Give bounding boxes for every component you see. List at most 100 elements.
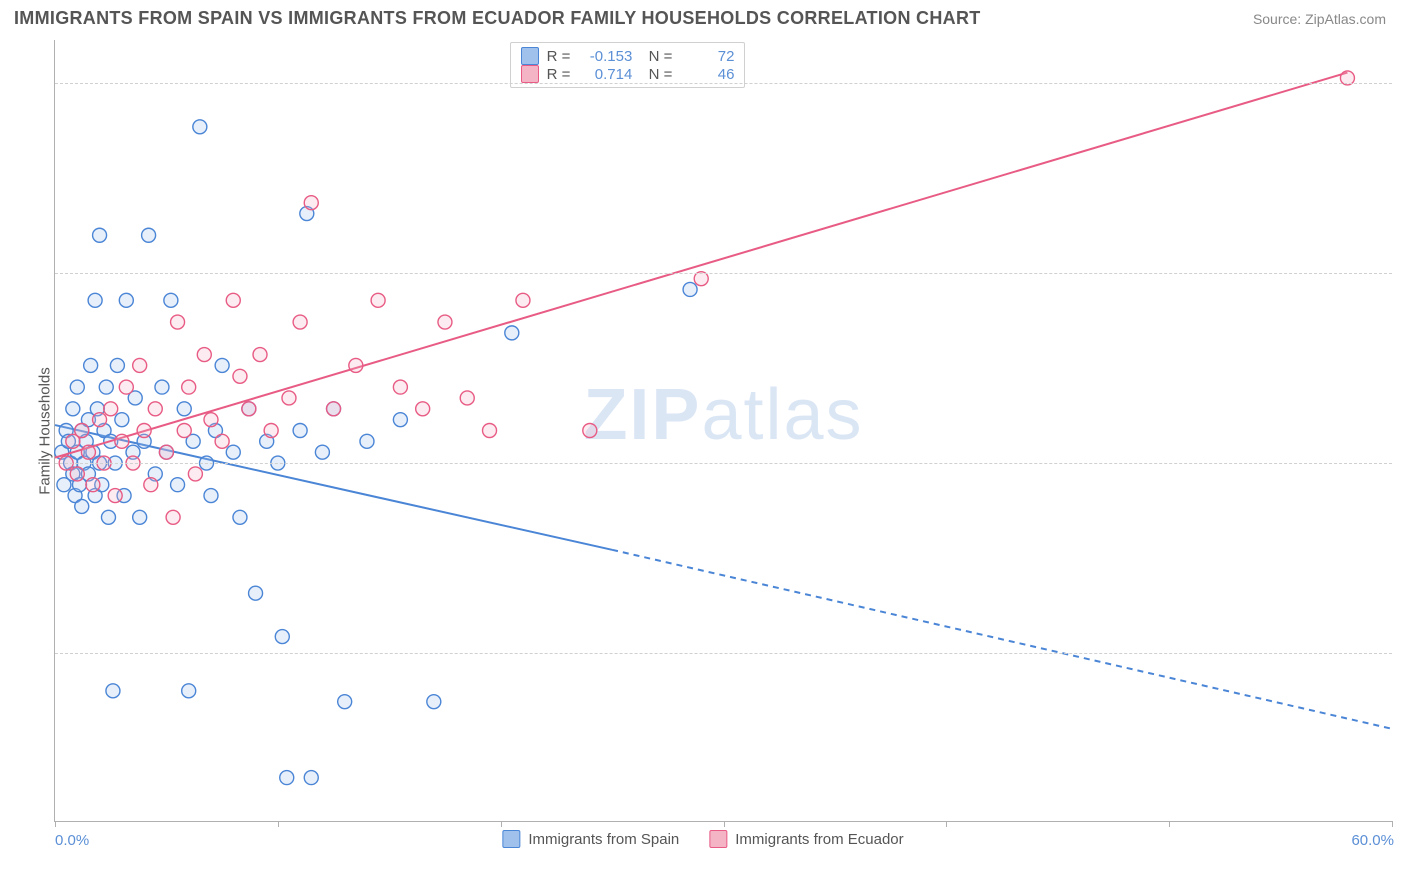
data-point-ecuador [460,391,474,405]
data-point-spain [315,445,329,459]
chart-title: IMMIGRANTS FROM SPAIN VS IMMIGRANTS FROM… [14,8,981,29]
data-point-spain [233,510,247,524]
data-point-spain [275,630,289,644]
chart-container: Family Households ZIPatlas R = -0.153 N … [14,40,1392,852]
data-point-ecuador [104,402,118,416]
data-point-spain [304,771,318,785]
y-axis-label: Family Households [37,367,54,495]
data-point-ecuador [393,380,407,394]
gridline [55,83,1392,84]
data-point-ecuador [70,467,84,481]
data-point-spain [193,120,207,134]
data-point-ecuador [93,413,107,427]
data-point-ecuador [177,424,191,438]
data-point-ecuador [182,380,196,394]
data-point-spain [280,771,294,785]
data-point-spain [110,358,124,372]
data-point-ecuador [108,489,122,503]
data-point-spain [182,684,196,698]
data-point-ecuador [215,434,229,448]
data-point-ecuador [171,315,185,329]
data-point-ecuador [583,424,597,438]
data-point-spain [249,586,263,600]
data-point-spain [115,413,129,427]
data-point-ecuador [115,434,129,448]
plot-area: Family Households ZIPatlas R = -0.153 N … [54,40,1392,822]
data-point-spain [75,499,89,513]
data-point-spain [155,380,169,394]
data-point-spain [204,489,218,503]
data-point-spain [360,434,374,448]
data-point-spain [119,293,133,307]
data-point-ecuador [159,445,173,459]
data-point-spain [99,380,113,394]
data-point-spain [393,413,407,427]
legend-label-ecuador: Immigrants from Ecuador [735,831,903,848]
data-point-ecuador [349,358,363,372]
data-point-ecuador [327,402,341,416]
data-point-spain [177,402,191,416]
series-legend: Immigrants from Spain Immigrants from Ec… [502,830,903,848]
x-tick [278,821,279,827]
data-point-spain [171,478,185,492]
data-point-ecuador [282,391,296,405]
data-point-ecuador [144,478,158,492]
data-point-ecuador [119,380,133,394]
source-attribution: Source: ZipAtlas.com [1253,11,1386,27]
gridline [55,463,1392,464]
legend-item-spain: Immigrants from Spain [502,830,679,848]
data-point-ecuador [416,402,430,416]
x-min-label: 0.0% [55,832,89,849]
data-point-ecuador [293,315,307,329]
data-point-ecuador [81,445,95,459]
data-point-ecuador [226,293,240,307]
data-point-spain [84,358,98,372]
plot-svg [55,40,1392,821]
data-point-ecuador [197,348,211,362]
data-point-ecuador [75,424,89,438]
data-point-spain [293,424,307,438]
data-point-ecuador [483,424,497,438]
gridline [55,653,1392,654]
regression-line-dashed-spain [612,550,1392,729]
data-point-spain [101,510,115,524]
data-point-ecuador [233,369,247,383]
x-tick [946,821,947,827]
data-point-spain [226,445,240,459]
x-max-label: 60.0% [1351,832,1394,849]
data-point-spain [133,510,147,524]
data-point-ecuador [204,413,218,427]
data-point-ecuador [516,293,530,307]
data-point-spain [93,228,107,242]
data-point-ecuador [86,478,100,492]
data-point-ecuador [253,348,267,362]
data-point-spain [66,402,80,416]
data-point-spain [215,358,229,372]
data-point-spain [106,684,120,698]
regression-line-ecuador [55,73,1347,458]
swatch-ecuador [709,830,727,848]
data-point-spain [427,695,441,709]
data-point-spain [164,293,178,307]
data-point-ecuador [304,196,318,210]
x-tick [55,821,56,827]
data-point-ecuador [133,358,147,372]
x-tick [724,821,725,827]
data-point-ecuador [242,402,256,416]
legend-label-spain: Immigrants from Spain [528,831,679,848]
x-tick [501,821,502,827]
data-point-spain [88,293,102,307]
swatch-spain [502,830,520,848]
data-point-ecuador [148,402,162,416]
data-point-ecuador [188,467,202,481]
data-point-ecuador [371,293,385,307]
x-tick [1392,821,1393,827]
data-point-spain [142,228,156,242]
data-point-ecuador [166,510,180,524]
data-point-spain [338,695,352,709]
data-point-spain [70,380,84,394]
data-point-ecuador [137,424,151,438]
data-point-ecuador [264,424,278,438]
data-point-spain [505,326,519,340]
data-point-spain [683,282,697,296]
